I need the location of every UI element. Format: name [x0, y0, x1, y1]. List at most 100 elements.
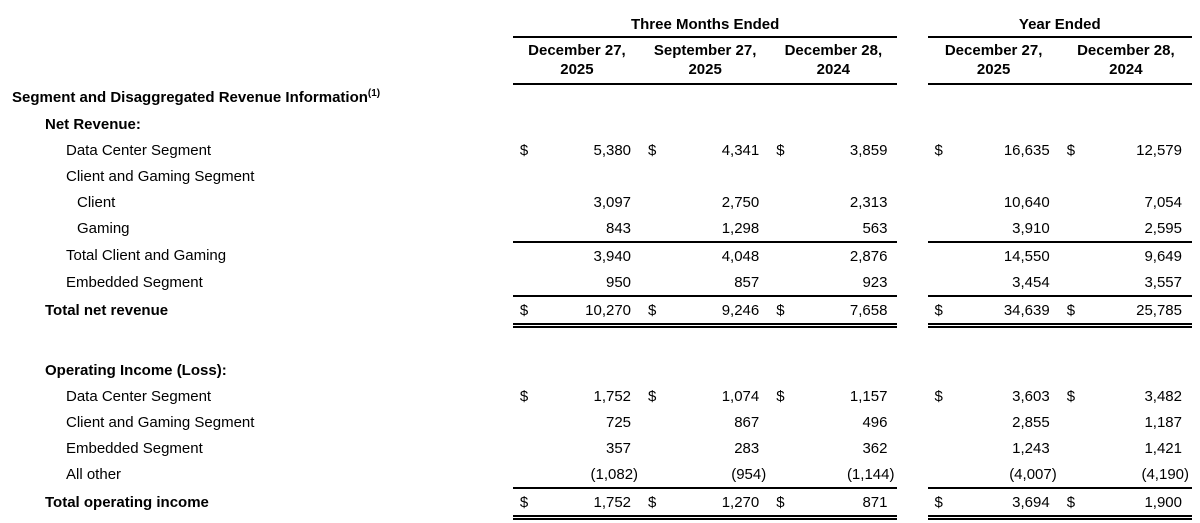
cell-value: 12,579 — [1136, 141, 1182, 159]
cell-value: 1,752 — [593, 387, 632, 405]
cell-value: 1,298 — [665, 215, 770, 243]
cell-value: 3,482 — [1144, 387, 1182, 405]
col-header-line2: 2024 — [816, 61, 851, 78]
dollar-sign: $ — [927, 488, 954, 520]
dollar-sign: $ — [641, 488, 666, 520]
row-label: Data Center Segment — [66, 141, 212, 159]
cell-value: 10,270 — [536, 296, 642, 328]
cell-value: 843 — [536, 215, 642, 243]
col-header-line2: 2025 — [688, 61, 722, 78]
section-spacer-row — [12, 326, 1192, 358]
row-label: Client — [77, 193, 116, 211]
row-label: Gaming — [77, 220, 130, 237]
cell-value: 950 — [536, 269, 642, 297]
cell-value: 16,635 — [1003, 141, 1050, 159]
col-header-december-28-2024: December 28, 2024 — [769, 37, 898, 85]
header-spacer — [12, 12, 513, 37]
dollar-sign: $ — [776, 141, 785, 159]
row-label: Operating Income (Loss): — [45, 361, 227, 379]
cell-value: 725 — [606, 413, 632, 431]
table-row: Client and Gaming Segment 725 867 496 2,… — [12, 409, 1192, 435]
column-gap — [897, 37, 927, 84]
dollar-sign: $ — [1066, 141, 1076, 159]
cell-value: 3,557 — [1085, 269, 1192, 297]
row-label: Total operating income — [45, 494, 209, 512]
cell-value: 871 — [793, 488, 898, 520]
segment-revenue-table: Three Months Ended Year Ended December 2… — [12, 12, 1192, 520]
dollar-sign: $ — [512, 296, 537, 328]
cell-value: (954) — [665, 461, 770, 489]
cell-value: (4,007) — [953, 461, 1060, 489]
cell-value: 283 — [734, 439, 760, 457]
cell-value: (1,082) — [536, 461, 642, 489]
column-header-row: December 27, 2025 September 27, 2025 Dec… — [12, 37, 1192, 85]
dollar-sign: $ — [769, 488, 794, 520]
dollar-sign: $ — [648, 141, 657, 159]
table-row: Embedded Segment 950 857 923 3,454 3,557 — [12, 269, 1192, 297]
cell-value: 1,421 — [1144, 439, 1182, 457]
cell-value: 496 — [862, 413, 888, 431]
cell-value: 2,855 — [1012, 413, 1050, 431]
cell-value: 7,054 — [1144, 193, 1182, 211]
cell-value: (1,144) — [793, 461, 898, 489]
row-label: Embedded Segment — [66, 274, 203, 291]
cell-value: 1,157 — [849, 387, 888, 405]
cell-value: 7,658 — [793, 296, 898, 328]
row-label: Total Client and Gaming — [66, 247, 227, 264]
footnote-marker: (1) — [367, 88, 381, 99]
cell-value: 2,313 — [849, 193, 888, 211]
group-header-row: Three Months Ended Year Ended — [12, 12, 1192, 38]
row-label: All other — [66, 466, 122, 483]
dollar-sign: $ — [776, 387, 785, 405]
table-row: Data Center Segment $ 1,752 $ 1,074 $ 1,… — [12, 383, 1192, 409]
col-header-line2: 2025 — [560, 61, 594, 78]
cell-value: 25,785 — [1085, 296, 1192, 328]
col-header-line2: 2025 — [976, 61, 1011, 78]
cell-value: 4,341 — [721, 141, 760, 159]
cell-value: 9,246 — [665, 296, 770, 328]
dollar-sign: $ — [934, 387, 943, 405]
row-label: Total net revenue — [45, 302, 169, 320]
table-row: All other (1,082) (954) (1,144) (4,007) … — [12, 461, 1192, 489]
cell-value: 2,750 — [721, 193, 760, 211]
cell-value: 14,550 — [1003, 247, 1050, 265]
cell-value: 1,900 — [1085, 488, 1192, 520]
table-row: Segment and Disaggregated Revenue Inform… — [12, 84, 1192, 111]
cell-value: 1,243 — [1012, 439, 1050, 457]
cell-value: 867 — [734, 413, 760, 431]
col-header-line1: December 27, — [528, 42, 626, 59]
row-label: Client and Gaming Segment — [66, 413, 255, 431]
table-row: Data Center Segment $ 5,380 $ 4,341 $ 3,… — [12, 137, 1192, 163]
table-row: Operating Income (Loss): — [12, 357, 1192, 383]
dollar-sign: $ — [934, 141, 943, 159]
col-header-line2: 2024 — [1109, 61, 1143, 78]
col-header-line1: September 27, — [653, 42, 757, 59]
cell-value: 1,187 — [1144, 413, 1182, 431]
table-row: Client 3,097 2,750 2,313 10,640 7,054 — [12, 189, 1192, 215]
table-row: Total Client and Gaming 3,940 4,048 2,87… — [12, 242, 1192, 269]
col-header-ye-december-28-2024: December 28, 2024 — [1059, 37, 1192, 85]
row-label: Client and Gaming Segment — [66, 167, 255, 185]
cell-value: 3,910 — [953, 215, 1060, 243]
group-header-year-ended: Year Ended — [927, 12, 1192, 38]
col-header-line1: December 27, — [944, 42, 1043, 59]
cell-value: 3,603 — [1012, 387, 1050, 405]
cell-value: 5,380 — [593, 141, 632, 159]
col-header-line1: December 28, — [784, 42, 883, 59]
col-header-december-27-2025: December 27, 2025 — [512, 37, 642, 85]
cell-value: 2,876 — [849, 247, 888, 265]
section-title: Segment and Disaggregated Revenue Inform… — [12, 84, 513, 111]
dollar-sign: $ — [648, 387, 657, 405]
cell-value: 1,270 — [665, 488, 770, 520]
cell-value: 3,454 — [953, 269, 1060, 297]
cell-value: 3,859 — [849, 141, 888, 159]
table-row: Client and Gaming Segment — [12, 163, 1192, 189]
table-row: Total net revenue $ 10,270 $ 9,246 $ 7,6… — [12, 296, 1192, 328]
dollar-sign: $ — [1066, 387, 1076, 405]
dollar-sign: $ — [519, 141, 529, 159]
col-header-ye-december-27-2025: December 27, 2025 — [927, 37, 1060, 85]
cell-value: 563 — [793, 215, 898, 243]
dollar-sign: $ — [1059, 488, 1086, 520]
cell-value: 9,649 — [1144, 247, 1182, 265]
table-row: Total operating income $ 1,752 $ 1,270 $… — [12, 488, 1192, 520]
